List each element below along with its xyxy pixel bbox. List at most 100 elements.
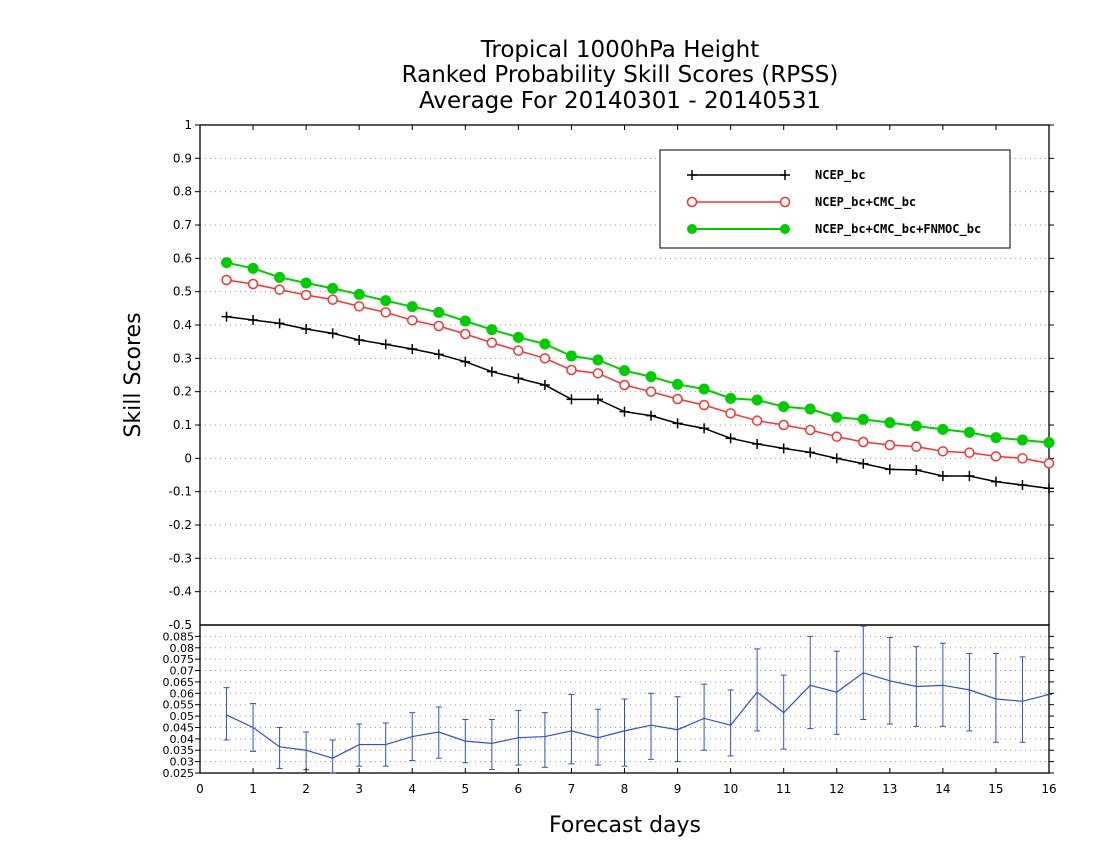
- sub-y-tick-label: 0.045: [163, 721, 195, 734]
- data-point-ncep-cmc: [778, 419, 789, 431]
- data-point-ncep-bc: [778, 443, 789, 454]
- data-point-ncep-cmc: [327, 294, 338, 305]
- data-point-ncep-cmc-fnmoc: [937, 423, 949, 435]
- sub-y-tick-label: 0.085: [163, 630, 195, 643]
- sub-y-tick-label: 0.055: [163, 699, 195, 712]
- x-tick-label: 13: [882, 782, 897, 796]
- data-point-ncep-cmc-fnmoc: [221, 257, 233, 269]
- data-point-ncep-bc: [646, 410, 657, 421]
- y-tick-label: 0.7: [173, 218, 192, 232]
- legend: NCEP_bc NCEP_bc+CMC_bc NCEP_bc+CMC_bc+FNMO…: [659, 149, 1011, 249]
- data-point-ncep-cmc-fnmoc: [751, 394, 763, 406]
- legend-marker-filled: [687, 224, 697, 234]
- legend-box: [659, 149, 1011, 249]
- data-point-ncep-cmc-fnmoc: [963, 426, 975, 438]
- data-point-ncep-bc: [354, 335, 365, 345]
- chart-title-line-2: Ranked Probability Skill Scores (RPSS): [402, 62, 839, 88]
- x-tick-label: 1: [249, 782, 257, 796]
- chart-title-line-1: Tropical 1000hPa Height: [480, 37, 760, 63]
- data-point-ncep-cmc: [804, 424, 816, 436]
- data-point-ncep-cmc-fnmoc: [619, 365, 630, 377]
- data-point-ncep-bc: [858, 458, 869, 469]
- data-point-ncep-bc: [1017, 480, 1028, 490]
- data-point-ncep-cmc-fnmoc: [380, 295, 392, 307]
- data-point-ncep-cmc: [937, 446, 949, 457]
- y-tick-label: 0.3: [173, 351, 192, 365]
- x-tick-label: 11: [776, 782, 791, 796]
- legend-label-2: NCEP_bc+CMC_bc+FNMOC_bc: [815, 222, 981, 237]
- x-tick-label: 3: [355, 782, 363, 796]
- legend-marker-filled: [780, 224, 790, 234]
- x-tick-label: 9: [674, 782, 682, 796]
- sub-y-tick-label: 0.03: [170, 756, 195, 769]
- error-bar: [992, 652, 999, 743]
- data-point-ncep-bc: [964, 471, 975, 481]
- data-point-ncep-cmc: [592, 368, 604, 379]
- data-point-ncep-bc: [433, 349, 444, 360]
- sub-y-tick-label: 0.025: [163, 767, 195, 780]
- error-plot: 0.0850.080.0750.070.0650.060.0550.050.04…: [163, 618, 1054, 780]
- data-point-ncep-bc: [407, 344, 418, 354]
- data-point-ncep-bc: [301, 324, 312, 334]
- y-tick-label: 0.4: [173, 318, 192, 332]
- series-line-2: [226, 261, 1050, 444]
- y-tick-label: 0.6: [173, 251, 192, 265]
- data-point-ncep-cmc-fnmoc: [300, 277, 312, 289]
- x-tick-label: 10: [723, 782, 738, 796]
- data-point-ncep-cmc: [486, 337, 498, 348]
- error-bar: [329, 739, 336, 774]
- y-tick-label: 0.2: [173, 385, 192, 399]
- y-tick-label: 0.5: [173, 285, 192, 299]
- data-point-ncep-cmc-fnmoc: [645, 371, 657, 383]
- data-point-ncep-cmc-fnmoc: [1043, 437, 1055, 449]
- data-point-ncep-cmc-fnmoc: [672, 378, 684, 390]
- error-bar: [488, 718, 495, 771]
- data-point-ncep-cmc-fnmoc: [565, 350, 577, 362]
- y-tick-label: -0.2: [169, 518, 192, 532]
- sub-y-tick-label: 0.08: [170, 642, 195, 655]
- data-point-ncep-cmc: [353, 301, 365, 312]
- data-point-ncep-bc: [805, 447, 816, 458]
- legend-label-1: NCEP_bc+CMC_bc: [815, 195, 916, 210]
- error-bar: [276, 726, 283, 769]
- error-bar: [807, 635, 814, 730]
- x-tick-label: 8: [621, 782, 629, 796]
- data-point-ncep-cmc-fnmoc: [274, 271, 286, 283]
- data-point-ncep-bc: [831, 453, 842, 464]
- data-point-ncep-cmc-fnmoc: [327, 282, 339, 294]
- y-tick-label: 0: [184, 451, 192, 465]
- data-point-ncep-bc: [619, 406, 630, 417]
- error-bar: [754, 648, 761, 732]
- data-point-ncep-bc: [460, 356, 471, 367]
- data-point-ncep-cmc: [300, 289, 312, 301]
- data-point-ncep-bc: [327, 328, 338, 339]
- data-point-ncep-cmc: [725, 408, 736, 419]
- data-point-ncep-bc: [566, 394, 577, 405]
- data-point-ncep-bc: [1044, 483, 1054, 494]
- data-point-ncep-cmc: [911, 441, 922, 452]
- data-point-ncep-cmc: [380, 307, 391, 318]
- x-tick-label: 12: [829, 782, 844, 796]
- x-tick-label: 14: [935, 782, 950, 796]
- error-bar: [541, 712, 548, 768]
- data-point-ncep-cmc: [990, 451, 1002, 462]
- x-tick-label: 15: [988, 782, 1003, 796]
- series-line-0: [226, 315, 1050, 490]
- y-tick-label: -0.1: [169, 485, 192, 499]
- error-bar: [621, 698, 628, 767]
- data-point-ncep-cmc-fnmoc: [512, 331, 524, 343]
- data-point-ncep-cmc-fnmoc: [725, 392, 737, 404]
- data-point-ncep-bc: [380, 339, 391, 350]
- data-point-ncep-cmc-fnmoc: [539, 338, 551, 350]
- data-point-ncep-cmc: [460, 328, 471, 340]
- data-point-ncep-bc: [672, 418, 683, 429]
- data-point-ncep-bc: [274, 318, 285, 329]
- data-point-ncep-cmc: [1017, 453, 1028, 464]
- error-bar: [568, 693, 575, 765]
- x-axis-label: Forecast days: [549, 813, 701, 838]
- data-point-ncep-bc: [539, 380, 550, 390]
- legend-label-0: NCEP_bc: [815, 168, 866, 183]
- data-point-ncep-cmc-fnmoc: [910, 420, 922, 432]
- data-point-ncep-bc: [486, 366, 497, 377]
